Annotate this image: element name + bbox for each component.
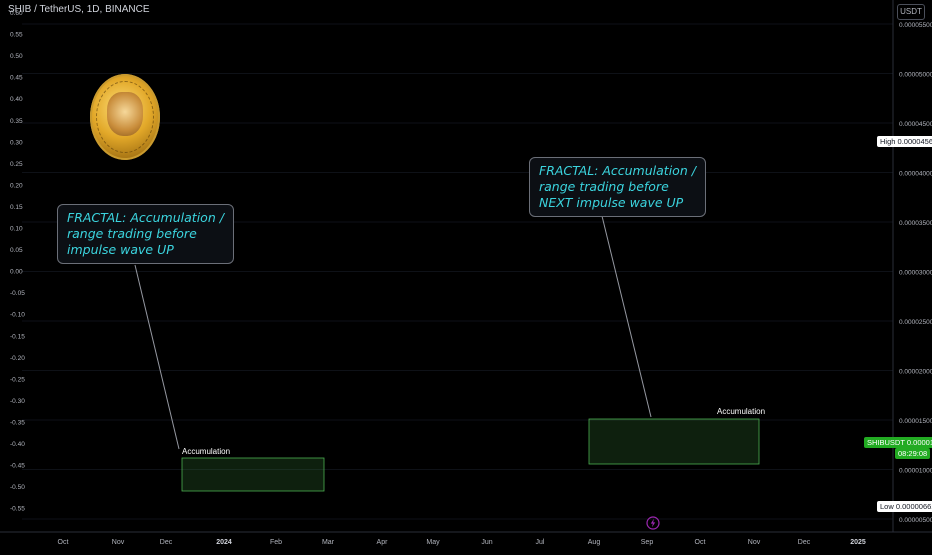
left-tick-label: -0.55 xyxy=(10,506,25,513)
left-tick-label: 0.30 xyxy=(10,139,23,146)
left-tick-label: -0.25 xyxy=(10,376,25,383)
time-tick-label: 2024 xyxy=(216,539,232,546)
time-tick-label: Mar xyxy=(322,539,335,546)
symbol-title[interactable]: SHIB / TetherUS, 1D, BINANCE xyxy=(8,4,150,15)
time-tick-label: Nov xyxy=(748,539,761,546)
doge-coin-logo xyxy=(90,74,160,160)
annotation-arrows xyxy=(134,215,652,450)
doge-face-icon xyxy=(107,92,143,136)
left-tick-label: 0.05 xyxy=(10,247,23,254)
right-tick-label: 0.00003000 xyxy=(899,270,932,277)
last-price-badge: SHIBUSDT 0.00001336 xyxy=(864,437,932,448)
left-axis: 0.60 0.55 0.50 0.45 0.40 0.35 0.30 0.25 0.20 0.15… xyxy=(10,10,25,513)
time-tick-label: Oct xyxy=(58,539,69,546)
left-tick-label: -0.20 xyxy=(10,355,25,362)
left-tick-label: 0.00 xyxy=(10,269,23,276)
left-tick-label: 0.20 xyxy=(10,182,23,189)
annotation-arrow xyxy=(601,215,652,418)
annotation-fractal-1[interactable]: FRACTAL: Accumulation / range trading be… xyxy=(57,204,234,264)
zone-label-accumulation-1: Accumulation xyxy=(182,447,231,456)
time-tick-label: Apr xyxy=(377,539,389,546)
annotation-arrow xyxy=(134,264,180,450)
currency-button[interactable]: USDT xyxy=(897,4,925,20)
time-tick-label: Sep xyxy=(641,539,654,546)
right-tick-label: 0.00001000 xyxy=(899,468,932,475)
left-tick-label: 0.25 xyxy=(10,161,23,168)
zone-label-accumulation-2: Accumulation xyxy=(717,407,766,416)
grid-lines xyxy=(22,23,893,520)
low-value: 0.00000661 xyxy=(895,502,932,511)
low-label: Low xyxy=(880,502,894,511)
high-label: High xyxy=(880,137,896,146)
annotation-line: FRACTAL: Accumulation / xyxy=(539,163,696,178)
annotation-fractal-2[interactable]: FRACTAL: Accumulation / range trading be… xyxy=(529,157,706,217)
time-tick-label: Oct xyxy=(695,539,706,546)
left-tick-label: 0.10 xyxy=(10,226,23,233)
left-tick-label: 0.55 xyxy=(10,32,23,39)
time-axis[interactable]: Oct Nov Dec 2024 Feb Mar Apr May Jun Jul Aug Sep Oct… xyxy=(58,539,866,546)
annotation-line: impulse wave UP xyxy=(67,242,174,257)
accumulation-zone xyxy=(181,457,325,492)
time-tick-label: 2025 xyxy=(850,539,866,546)
last-value: 0.00001336 xyxy=(906,438,932,447)
left-tick-label: -0.10 xyxy=(10,312,25,319)
time-tick-label: Dec xyxy=(160,539,173,546)
left-tick-label: 0.35 xyxy=(10,118,23,125)
time-tick-label: May xyxy=(426,539,440,546)
left-tick-label: 0.40 xyxy=(10,96,23,103)
time-tick-label: Jul xyxy=(536,539,545,546)
time-tick-label: Aug xyxy=(588,539,601,546)
right-tick-label: 0.00000500 xyxy=(899,517,932,524)
annotation-line: FRACTAL: Accumulation / xyxy=(67,210,224,225)
right-tick-label: 0.00005500 xyxy=(899,22,932,29)
time-tick-label: Jun xyxy=(481,539,492,546)
left-tick-label: -0.40 xyxy=(10,441,25,448)
right-tick-label: 0.00004500 xyxy=(899,121,932,128)
annotation-line: range trading before xyxy=(539,179,669,194)
right-tick-label: 0.00002000 xyxy=(899,369,932,376)
time-tick-label: Dec xyxy=(798,539,811,546)
left-tick-label: 0.50 xyxy=(10,53,23,60)
lightning-icon[interactable] xyxy=(646,516,660,530)
right-tick-label: 0.00005000 xyxy=(899,72,932,79)
left-tick-label: 0.60 xyxy=(10,10,23,17)
right-tick-label: 0.00004000 xyxy=(899,171,932,178)
left-tick-label: -0.05 xyxy=(10,290,25,297)
high-badge: High 0.00004567 xyxy=(877,136,932,147)
left-tick-label: -0.50 xyxy=(10,484,25,491)
left-tick-label: -0.45 xyxy=(10,463,25,470)
right-tick-label: 0.00003500 xyxy=(899,220,932,227)
left-tick-label: -0.35 xyxy=(10,419,25,426)
right-tick-label: 0.00001500 xyxy=(899,418,932,425)
left-tick-label: -0.15 xyxy=(10,333,25,340)
left-tick-label: 0.45 xyxy=(10,75,23,82)
low-badge: Low 0.00000661 xyxy=(877,501,932,512)
annotation-line: NEXT impulse wave UP xyxy=(539,195,684,210)
countdown-badge: 08:29:08 xyxy=(895,448,931,459)
left-tick-label: -0.30 xyxy=(10,398,25,405)
time-tick-label: Feb xyxy=(270,539,282,546)
accumulation-zones xyxy=(181,418,760,492)
annotation-line: range trading before xyxy=(67,226,197,241)
time-tick-label: Nov xyxy=(112,539,125,546)
last-symbol: SHIBUSDT xyxy=(867,438,905,447)
left-tick-label: 0.15 xyxy=(10,204,23,211)
right-axis: 0.00005500 0.00005000 0.00004500 0.00004000… xyxy=(899,22,932,524)
right-tick-label: 0.00002500 xyxy=(899,319,932,326)
high-value: 0.00004567 xyxy=(897,137,932,146)
accumulation-zone xyxy=(588,418,760,465)
